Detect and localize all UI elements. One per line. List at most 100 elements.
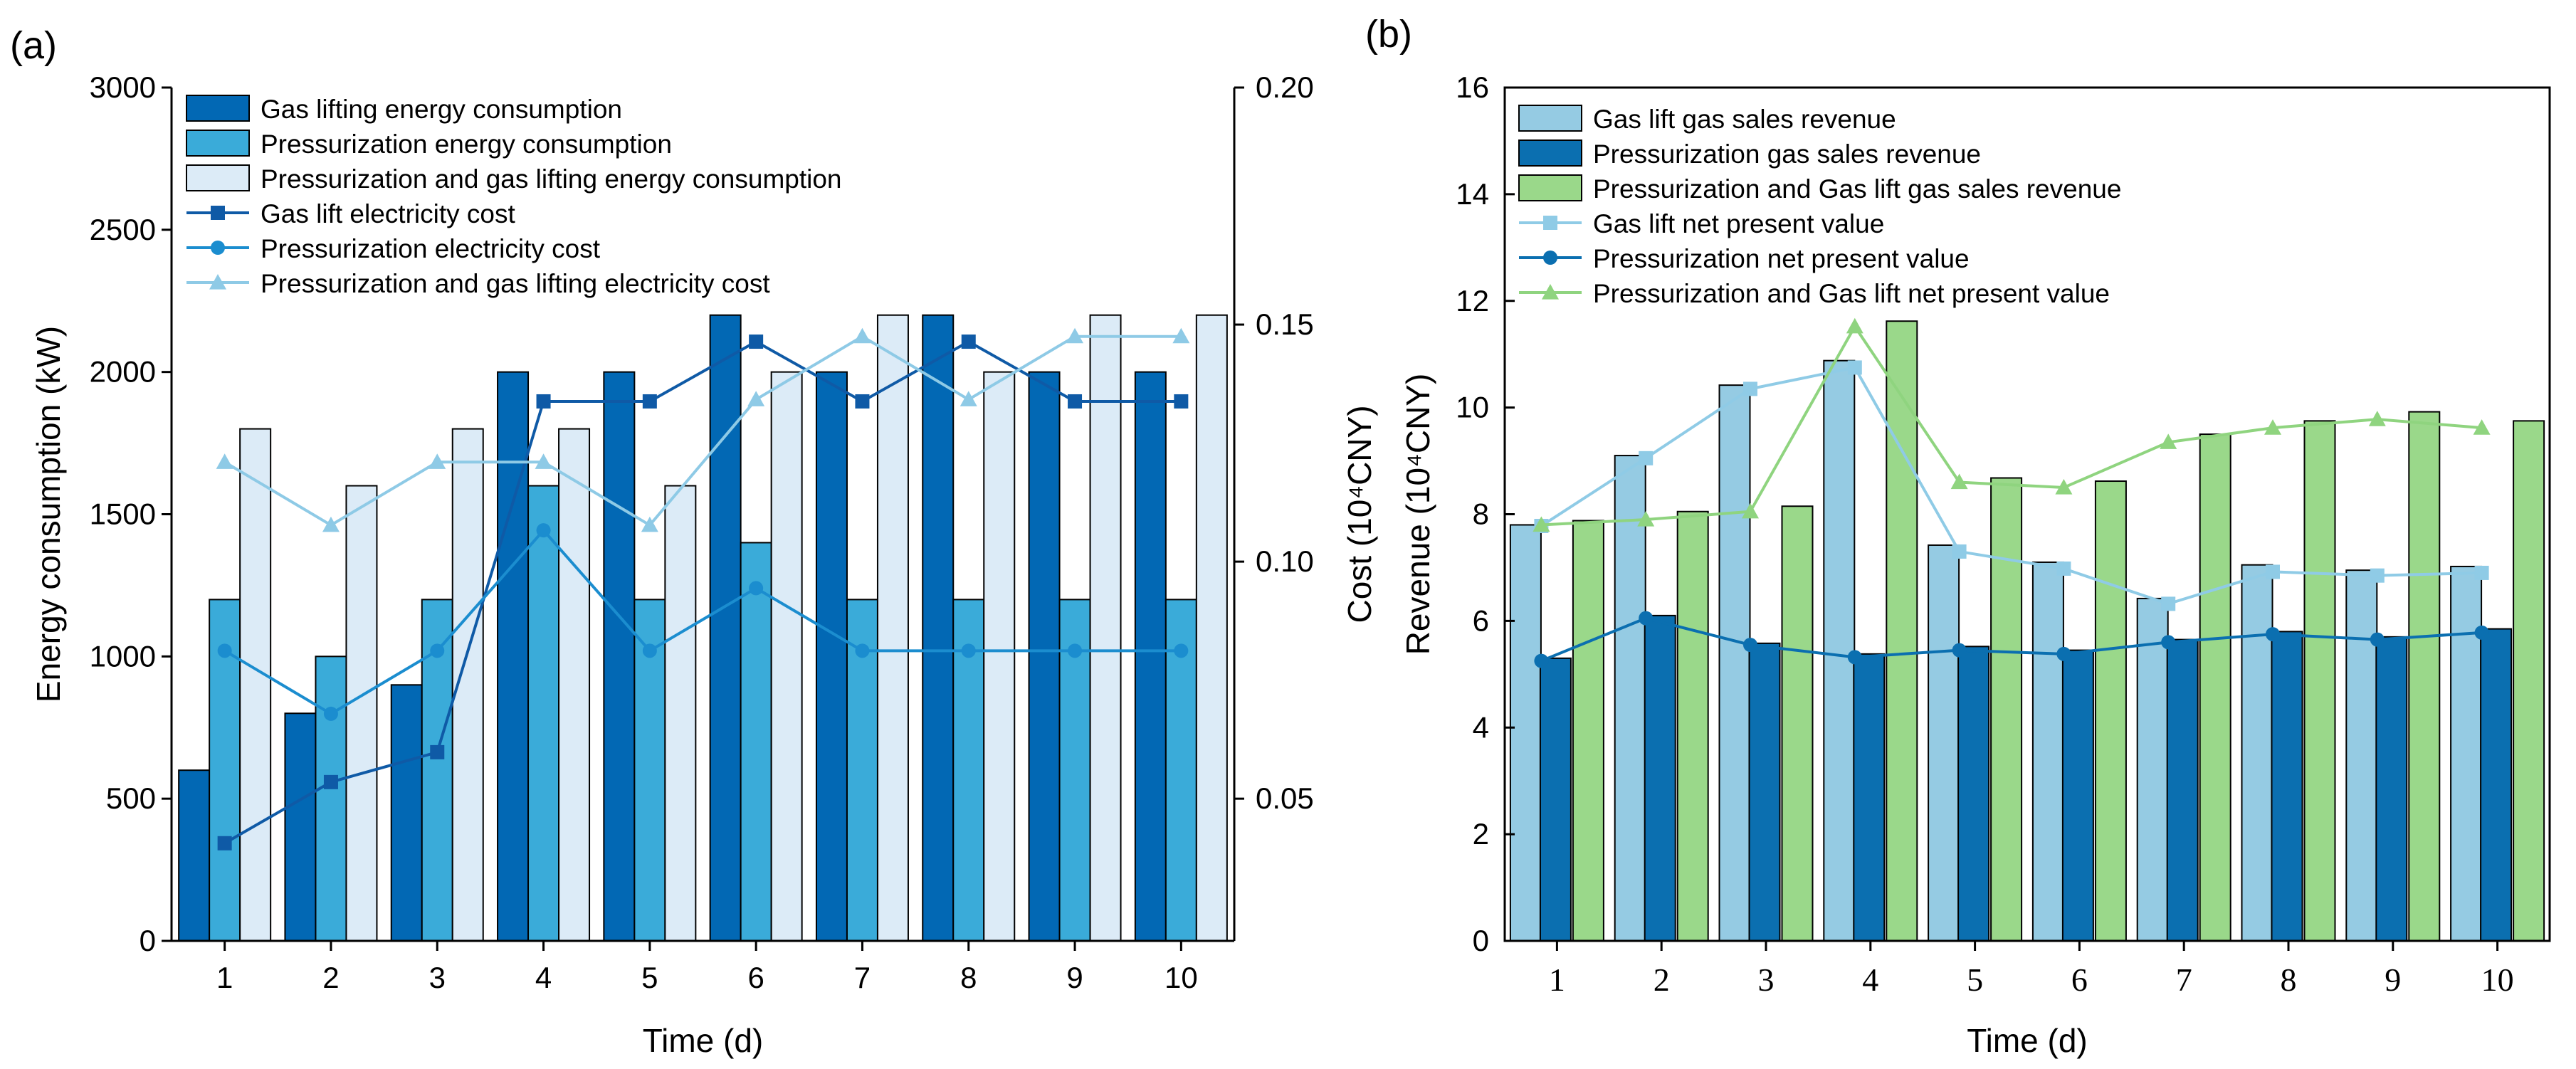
b-bar-1-1 — [1509, 524, 1542, 942]
a-legend-marker-6 — [209, 274, 226, 290]
a-bar-3-9 — [1089, 314, 1122, 942]
a-line-1-point-5 — [642, 394, 657, 409]
a-line-3-point-5 — [641, 516, 658, 532]
a-line-2-point-2 — [323, 706, 338, 721]
b-ytick-label-7: 14 — [1456, 177, 1489, 211]
b-line-3-point-8 — [2264, 419, 2281, 435]
a-legend-label-6: Pressurization and gas lifting electrici… — [261, 269, 770, 298]
a-legend-marker-5 — [211, 241, 225, 255]
b-legend-swatch-1 — [1518, 105, 1582, 132]
b-ylabel: Revenue (10⁴CNY) — [1399, 374, 1436, 655]
b-bar-3-6 — [2094, 480, 2127, 942]
b-ytick-label-5: 10 — [1456, 391, 1489, 424]
b-xtick-label-3: 4 — [1862, 962, 1878, 998]
a-legend-label-5: Pressurization electricity cost — [261, 234, 601, 263]
b-legend-label-1: Gas lift gas sales revenue — [1593, 105, 1896, 134]
a-line-2 — [224, 528, 1182, 716]
a-y2tick-label-0: 0.05 — [1256, 781, 1314, 815]
a-bar-3-7 — [876, 314, 909, 942]
b-line-2-point-5 — [1952, 643, 1967, 658]
a-ytick-label-1: 500 — [106, 781, 156, 815]
b-line-1-point-2 — [1639, 451, 1654, 465]
b-bar-1-7 — [2136, 597, 2169, 942]
b-xtick-label-9: 10 — [2481, 962, 2514, 998]
b-line-2-point-8 — [2266, 627, 2280, 642]
b-xtick-label-1: 2 — [1654, 962, 1670, 998]
a-line-2-point-8 — [961, 643, 976, 658]
b-legend-label-6: Pressurization and Gas lift net present … — [1593, 279, 2110, 308]
b-line-3-point-10 — [2473, 419, 2491, 435]
b-ytick-label-2: 4 — [1473, 710, 1489, 744]
a-line-3-point-9 — [1066, 327, 1084, 344]
a-bar-1-9 — [1028, 371, 1061, 942]
b-bar-2-5 — [1957, 646, 1990, 942]
b-line-1-point-4 — [1847, 360, 1862, 375]
a-xtick-label-4: 5 — [641, 961, 658, 994]
a-legend-label-1: Gas lifting energy consumption — [261, 95, 622, 124]
b-line-1-point-8 — [2266, 564, 2280, 579]
a-bar-3-4 — [558, 428, 591, 942]
a-bar-1-5 — [603, 371, 636, 942]
b-bar-2-7 — [2166, 638, 2199, 942]
b-line-3-point-2 — [1637, 510, 1655, 527]
a-ytick-label-3: 1500 — [90, 497, 156, 531]
b-bar-1-5 — [1928, 544, 1960, 942]
b-line-3-point-5 — [1950, 473, 1968, 490]
a-line-1-point-7 — [855, 394, 870, 409]
a-xlabel: Time (d) — [643, 1022, 764, 1059]
a-line-2-point-1 — [217, 643, 232, 658]
b-bar-2-8 — [2271, 631, 2303, 942]
b-legend-swatch-2 — [1518, 139, 1582, 167]
b-bar-2-3 — [1748, 642, 1781, 942]
a-legend-swatch-2 — [186, 130, 250, 157]
b-bar-1-2 — [1614, 455, 1646, 942]
b-bar-2-1 — [1539, 657, 1572, 942]
a-line-3-point-10 — [1172, 327, 1190, 344]
b-xtick-label-0: 1 — [1549, 962, 1565, 998]
a-y2tick-label-1: 0.10 — [1256, 544, 1314, 578]
a-legend-label-4: Gas lift electricity cost — [261, 199, 515, 228]
b-bar-3-7 — [2199, 433, 2231, 942]
a-ytick-label-5: 2500 — [90, 213, 156, 246]
a-line-1-point-3 — [430, 744, 445, 759]
a-bar-1-7 — [815, 371, 848, 942]
b-legend-marker-4 — [1543, 216, 1557, 230]
b-bar-1-4 — [1823, 359, 1856, 942]
a-line-1-point-8 — [961, 335, 976, 349]
b-ytick-label-3: 6 — [1473, 604, 1489, 637]
b-bar-3-8 — [2303, 420, 2336, 942]
panel-label-b: (b) — [1365, 13, 1412, 56]
b-line-3-point-4 — [1846, 317, 1863, 334]
a-y2tick-label-2: 0.15 — [1256, 307, 1314, 341]
a-legend-label-3: Pressurization and gas lifting energy co… — [261, 164, 842, 194]
b-bar-1-8 — [2241, 564, 2273, 942]
a-line-1-point-4 — [536, 394, 551, 409]
a-line-3-point-3 — [429, 453, 446, 469]
b-ytick-label-4: 8 — [1473, 497, 1489, 531]
b-ytick-label-1: 2 — [1473, 817, 1489, 851]
b-line-3-point-9 — [2368, 411, 2386, 426]
a-xtick-label-5: 6 — [747, 961, 764, 994]
b-legend-label-3: Pressurization and Gas lift gas sales re… — [1593, 174, 2121, 204]
b-bar-3-4 — [1886, 320, 1918, 942]
b-bar-2-9 — [2375, 636, 2408, 942]
b-line-2 — [1540, 616, 2482, 663]
a-xtick-label-2: 3 — [429, 961, 446, 994]
b-line-1-point-10 — [2474, 565, 2489, 580]
b-xlabel: Time (d) — [1967, 1022, 2088, 1059]
a-line-3-point-1 — [216, 453, 233, 469]
b-legend-swatch-3 — [1518, 174, 1582, 201]
b-xtick-label-6: 7 — [2176, 962, 2192, 998]
a-line-1-point-10 — [1174, 394, 1189, 409]
b-line-2-point-4 — [1847, 650, 1862, 665]
a-xtick-label-0: 1 — [216, 961, 233, 994]
b-xtick-label-7: 8 — [2281, 962, 2297, 998]
a-line-3-point-8 — [960, 391, 977, 406]
a-bar-3-2 — [345, 485, 378, 942]
b-legend-label-5: Pressurization net present value — [1593, 244, 1970, 273]
a-line-3-point-7 — [853, 327, 871, 344]
b-xtick-label-8: 9 — [2385, 962, 2401, 998]
b-bar-3-1 — [1572, 520, 1604, 942]
b-legend-label-4: Gas lift net present value — [1593, 209, 1884, 238]
